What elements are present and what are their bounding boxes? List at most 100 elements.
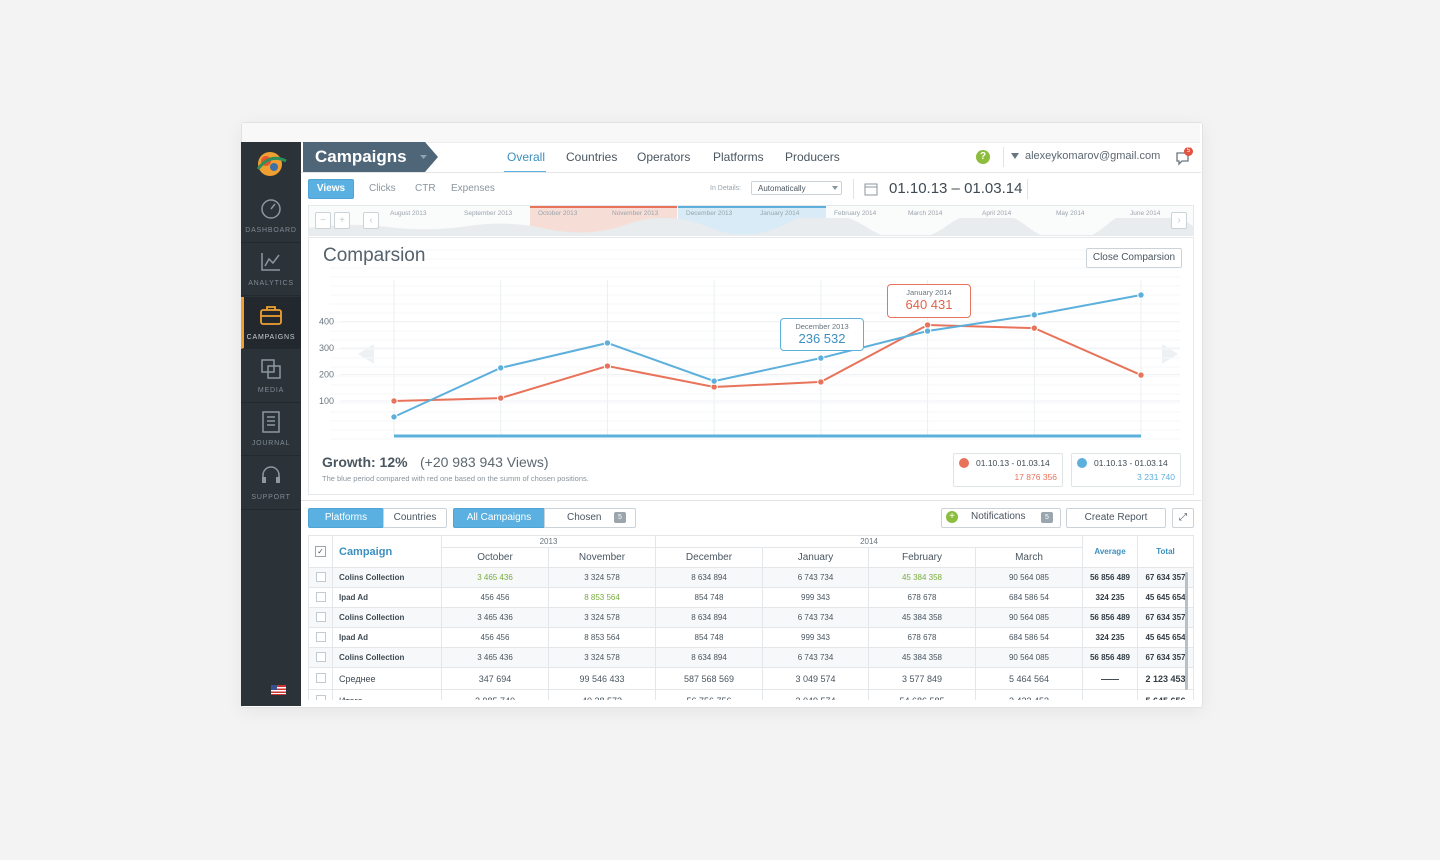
flag-icon[interactable]: [271, 685, 286, 695]
details-select[interactable]: Automatically: [751, 181, 842, 195]
sidebar-label: ANALYTICS: [248, 280, 294, 288]
point: [923, 321, 932, 329]
table-row: Colins Collection 3 465 436 3 324 578 8 634…: [308, 607, 1194, 628]
cell: 3 324 578: [548, 607, 656, 628]
select-all[interactable]: ✓: [308, 535, 333, 568]
nav-link[interactable]: Countries: [566, 150, 618, 164]
sidebar-item[interactable]: [241, 350, 301, 403]
sidebar-icon: [261, 199, 281, 219]
year-header: 2013: [441, 535, 656, 548]
tab[interactable]: Views: [308, 179, 354, 199]
segment-button[interactable]: Platforms: [308, 508, 384, 528]
help-button[interactable]: ?: [976, 150, 990, 164]
close-comparison[interactable]: Close Comparsion: [1086, 248, 1182, 268]
header-row: October November December January February Ma…: [309, 547, 1194, 568]
point: [1030, 311, 1038, 319]
row-checkbox[interactable]: [308, 689, 333, 700]
divider: [1027, 179, 1028, 199]
calendar-icon[interactable]: [864, 182, 878, 196]
notifications-button[interactable]: [941, 508, 1061, 528]
campaign-name: Ipad Ad: [332, 627, 442, 648]
point: [390, 397, 398, 405]
sidebar-item[interactable]: [241, 243, 301, 297]
row-checkbox[interactable]: [308, 667, 333, 690]
timeline-month: June 2014: [1130, 210, 1161, 217]
segment-button[interactable]: Chosen: [544, 508, 636, 528]
series-line: [393, 323, 1142, 402]
expand-button[interactable]: ⤢: [1172, 508, 1194, 528]
y-tick-label: 200: [319, 370, 334, 380]
cell: 8 853 564: [548, 587, 656, 608]
column-header[interactable]: Total: [1137, 535, 1194, 568]
column-header[interactable]: February: [868, 547, 976, 568]
segment-button[interactable]: All Campaigns: [453, 508, 545, 528]
table-row: Colins Collection 3 465 436 3 324 578 8 634…: [308, 567, 1194, 588]
column-header[interactable]: Average: [1082, 535, 1138, 568]
cell: 3 577 849: [868, 667, 976, 690]
timeline-month: January 2014: [760, 210, 800, 217]
sidebar-item[interactable]: [241, 403, 301, 457]
column-header[interactable]: Campaign: [332, 535, 442, 568]
cell: 456 456: [441, 587, 549, 608]
sidebar-label: CAMPAIGNS: [246, 333, 296, 341]
nav-link[interactable]: Producers: [785, 150, 840, 164]
zoom-out[interactable]: −: [315, 212, 331, 229]
cell: 45 384 358: [868, 647, 976, 668]
segment-button[interactable]: Countries: [383, 508, 447, 528]
chart-prev[interactable]: [358, 344, 374, 364]
cell: 90 564 085: [975, 647, 1083, 668]
notifications-label: Notifications: [971, 511, 1026, 522]
zoom-in[interactable]: +: [334, 212, 350, 229]
row-checkbox[interactable]: [308, 627, 333, 648]
column-header[interactable]: March: [975, 547, 1083, 568]
column-header[interactable]: January: [762, 547, 869, 568]
nav-link[interactable]: Platforms: [713, 150, 764, 164]
details-label: In Details:: [710, 185, 742, 192]
point: [390, 413, 398, 421]
cell: 3 465 436: [441, 647, 549, 668]
cell: 684 586 54: [975, 627, 1083, 648]
chart-next[interactable]: [1162, 344, 1178, 364]
table-row: Colins Collection 3 465 436 3 324 578 8 634…: [308, 647, 1194, 668]
create-report[interactable]: Create Report: [1066, 508, 1166, 528]
row-checkbox[interactable]: [308, 567, 333, 588]
sidebar-label: SUPPORT: [251, 493, 291, 501]
cell: 3 465 436: [441, 607, 549, 628]
chart: 100 200 300 400: [319, 249, 1180, 440]
table-wrap: ✓ Campaign 2013 2014 Average Total October Nove…: [308, 535, 1194, 700]
scrollbar: [1185, 572, 1188, 690]
sidebar-item[interactable]: [241, 190, 301, 243]
timeline-next[interactable]: ›: [1171, 212, 1187, 229]
tab[interactable]: Expenses: [451, 183, 495, 194]
column-header[interactable]: October: [441, 547, 549, 568]
timeline-prev[interactable]: ‹: [363, 212, 379, 229]
cell: ——: [1082, 667, 1138, 690]
cell: 67 634 357: [1137, 607, 1194, 628]
row-checkbox[interactable]: [308, 647, 333, 668]
row-checkbox[interactable]: [308, 607, 333, 628]
column-header[interactable]: December: [655, 547, 763, 568]
date-range[interactable]: 01.10.13 – 01.03.14: [889, 180, 1023, 197]
cell: 854 748: [655, 627, 763, 648]
sidebar-item[interactable]: [241, 457, 301, 510]
row-checkbox[interactable]: [308, 587, 333, 608]
user-email[interactable]: alexeykomarov@gmail.com: [1025, 150, 1161, 162]
cell: 56 856 489: [1082, 647, 1138, 668]
timeline-month: April 2014: [982, 210, 1012, 217]
cell: 56 756 756: [655, 689, 763, 700]
legend-total: 17 876 356: [1014, 472, 1057, 482]
cell: 684 586 54: [975, 587, 1083, 608]
cell: 6 743 734: [762, 567, 869, 588]
nav-link[interactable]: Overall: [507, 150, 546, 164]
tab[interactable]: CTR: [415, 183, 436, 194]
title-banner: [303, 142, 438, 172]
legend-item: [1071, 453, 1181, 487]
table-row: Ipad Ad 456 456 8 853 564 854 748 999 343 678…: [308, 627, 1194, 648]
sidebar-item[interactable]: [241, 296, 301, 349]
tooltip-title: December 2013: [795, 322, 849, 331]
count-badge: 5: [614, 512, 626, 523]
column-header[interactable]: November: [548, 547, 656, 568]
nav-link[interactable]: Operators: [637, 150, 691, 164]
tab[interactable]: Clicks: [369, 183, 396, 194]
